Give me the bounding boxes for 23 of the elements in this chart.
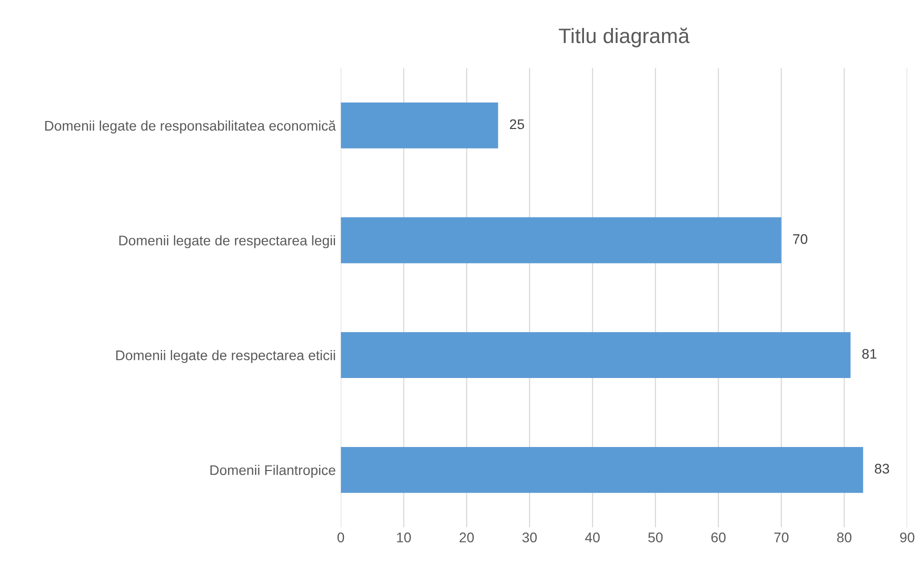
y-tick-label: Domenii Filantropice — [210, 464, 336, 478]
x-tick-label: 20 — [460, 532, 474, 542]
x-tick-label: 10 — [397, 532, 411, 542]
y-tick-label: Domenii legate de responsabilitatea economică — [45, 120, 336, 134]
data-label: 25 — [510, 119, 524, 130]
y-tick-label: Domenii legate de respectarea legii — [119, 235, 335, 248]
x-tick-label: 70 — [774, 532, 788, 542]
x-tick-label: 50 — [648, 532, 663, 542]
bar — [340, 102, 498, 148]
x-tick-label: 80 — [837, 532, 852, 542]
data-label: 70 — [793, 234, 808, 244]
bar — [340, 217, 782, 264]
x-tick-label: 90 — [900, 532, 914, 542]
bar — [340, 446, 864, 493]
x-tick-label: 40 — [585, 532, 600, 542]
data-label: 83 — [874, 464, 890, 474]
bar — [340, 332, 851, 378]
x-tick-label: 0 — [337, 532, 344, 542]
x-tick-label: 30 — [522, 532, 537, 542]
data-label: 81 — [862, 348, 876, 359]
y-tick-label: Domenii legate de respectarea eticii — [116, 350, 335, 363]
chart-title: Titlu diagramă — [558, 28, 690, 48]
x-tick-label: 60 — [711, 532, 726, 542]
